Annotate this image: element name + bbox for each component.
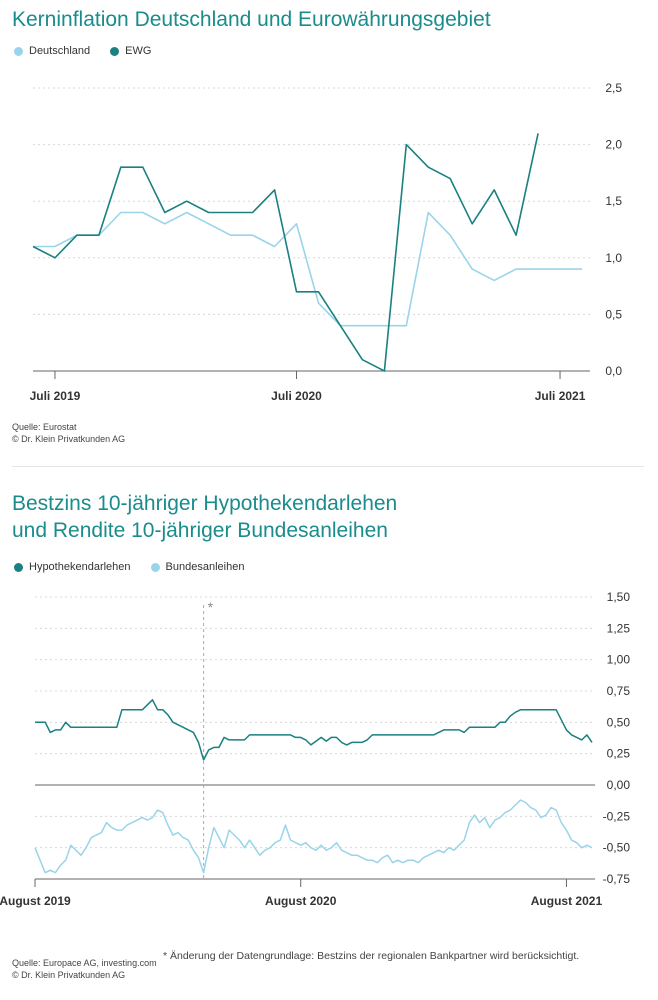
x-tick-label: August 2020 <box>265 894 337 908</box>
chart2-title-line2: und Rendite 10-jähriger Bundesanleihen <box>12 519 388 542</box>
chart1-legend: Deutschland EWG <box>14 45 151 57</box>
chart2-footnote: * Änderung der Datengrundlage: Bestzins … <box>163 950 580 962</box>
series-line-hypothekendarlehen <box>35 699 593 761</box>
x-tick-label: August 2019 <box>0 894 71 908</box>
x-tick-label: Juli 2020 <box>271 389 322 403</box>
y-tick-label: 0,25 <box>607 747 631 761</box>
chart1-source: Quelle: Eurostat © Dr. Klein Privatkunde… <box>12 421 125 445</box>
legend-label-hypothekendarlehen: Hypothekendarlehen <box>29 561 131 573</box>
x-tick-label: Juli 2019 <box>30 389 81 403</box>
y-tick-label: -0,50 <box>603 841 631 855</box>
legend-item-ewg: EWG <box>110 45 151 57</box>
legend-dot-bundesanleihen <box>150 562 160 572</box>
y-tick-label: 0,5 <box>605 307 622 321</box>
y-tick-label: 0,0 <box>605 364 622 378</box>
series-line-bundesanleihen <box>34 799 593 874</box>
y-tick-label: 1,5 <box>605 194 622 208</box>
chart2-source-line1: Quelle: Europace AG, investing.com <box>12 958 157 968</box>
series-line-deutschland <box>33 211 582 327</box>
y-tick-label: 0,00 <box>607 778 631 792</box>
y-tick-label: 2,0 <box>605 138 622 152</box>
chart2-title: Bestzins 10-jähriger Hypothekendarlehen … <box>12 490 397 544</box>
chart2-legend: Hypothekendarlehen Bundesanleihen <box>14 561 244 573</box>
x-tick-label: Juli 2021 <box>535 389 586 403</box>
y-tick-label: 2,5 <box>605 81 622 95</box>
legend-dot-hypothekendarlehen <box>14 562 23 572</box>
legend-item-deutschland: Deutschland <box>14 45 90 57</box>
section-divider <box>12 466 644 467</box>
legend-item-bundesanleihen: Bundesanleihen <box>150 561 245 573</box>
y-tick-label: 0,50 <box>607 715 631 729</box>
chart2-source: Quelle: Europace AG, investing.com © Dr.… <box>12 957 157 981</box>
y-tick-label: 1,25 <box>607 621 631 635</box>
chart1-source-line2: © Dr. Klein Privatkunden AG <box>12 434 126 444</box>
legend-label-ewg: EWG <box>125 45 152 57</box>
y-tick-label: 1,50 <box>607 590 631 604</box>
data-change-marker-label: * <box>208 599 214 615</box>
legend-dot-ewg <box>110 46 120 56</box>
legend-dot-deutschland <box>14 46 23 56</box>
legend-label-deutschland: Deutschland <box>29 45 91 57</box>
chart2-title-line1: Bestzins 10-jähriger Hypothekendarlehen <box>12 492 398 515</box>
x-tick-label: August 2021 <box>531 894 603 908</box>
series-line-ewg <box>32 133 539 372</box>
legend-label-bundesanleihen: Bundesanleihen <box>165 561 245 573</box>
y-tick-label: -0,25 <box>603 809 631 823</box>
chart1-source-line1: Quelle: Eurostat <box>12 422 77 432</box>
chart1-title: Kerninflation Deutschland und Eurowährun… <box>12 8 491 31</box>
y-tick-label: 1,00 <box>607 653 631 667</box>
y-tick-label: 1,0 <box>605 251 622 265</box>
legend-item-hypothekendarlehen: Hypothekendarlehen <box>14 561 131 573</box>
inflation-chart: 0,0 0,5 1,0 1,5 2,0 2,5 Juli 2019 Juli 2020 Juli… <box>30 81 623 403</box>
y-tick-label: 0,75 <box>607 684 631 698</box>
chart2-source-line2: © Dr. Klein Privatkunden AG <box>12 970 126 980</box>
y-tick-label: -0,75 <box>603 872 631 886</box>
